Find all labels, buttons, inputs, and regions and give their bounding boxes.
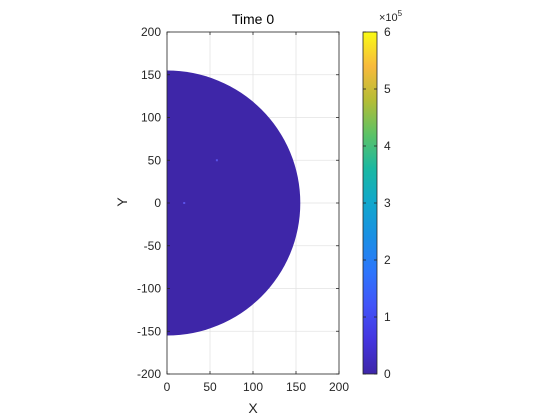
- colorbar-exponent-power: 5: [398, 9, 403, 18]
- y-ticks: -200 -150 -100 -50 0 50 100 150 200: [137, 25, 339, 381]
- colorbar-exponent-base: ×10: [379, 12, 398, 24]
- speckles: [183, 159, 218, 204]
- y-tick-label: 200: [141, 25, 161, 39]
- colorbar-tick-label: 2: [384, 253, 391, 267]
- speckle-point: [215, 159, 218, 162]
- chart-title: Time 0: [232, 11, 274, 27]
- y-tick-label: 50: [148, 153, 162, 167]
- plot-axes: 0 50 100 150 200 -200 -150 -100 -50 0 50 100 150 200: [137, 25, 349, 394]
- y-tick-label: 0: [154, 196, 161, 210]
- y-axis-label: Y: [114, 197, 130, 207]
- colorbar-tick-label: 6: [384, 25, 391, 39]
- speckle-point: [183, 202, 186, 204]
- x-axis-label: X: [248, 400, 258, 416]
- y-tick-label: -150: [137, 324, 161, 338]
- colorbar-tick-label: 5: [384, 82, 391, 96]
- colorbar-tick-label: 4: [384, 139, 391, 153]
- x-tick-label: 200: [329, 380, 349, 394]
- colorbar-frame: [362, 31, 378, 375]
- colorbar-tick-label: 1: [384, 310, 391, 324]
- half-disc-region: [167, 70, 301, 336]
- colorbar-exponent: ×105: [379, 9, 403, 24]
- colorbar-ticks: 0 1 2 3 4 5 6: [363, 25, 391, 381]
- y-tick-label: -200: [137, 367, 161, 381]
- y-tick-label: 150: [141, 68, 161, 82]
- x-ticks: 0 50 100 150 200: [164, 32, 349, 394]
- x-tick-label: 50: [203, 380, 217, 394]
- y-tick-label: -100: [137, 282, 161, 296]
- y-tick-label: -50: [144, 239, 162, 253]
- colorbar-gradient: [363, 32, 377, 374]
- y-tick-label: 100: [141, 111, 161, 125]
- x-tick-label: 0: [164, 380, 171, 394]
- x-tick-label: 150: [286, 380, 306, 394]
- x-tick-label: 100: [243, 380, 263, 394]
- colorbar-tick-label: 0: [384, 367, 391, 381]
- colorbar-tick-label: 3: [384, 196, 391, 210]
